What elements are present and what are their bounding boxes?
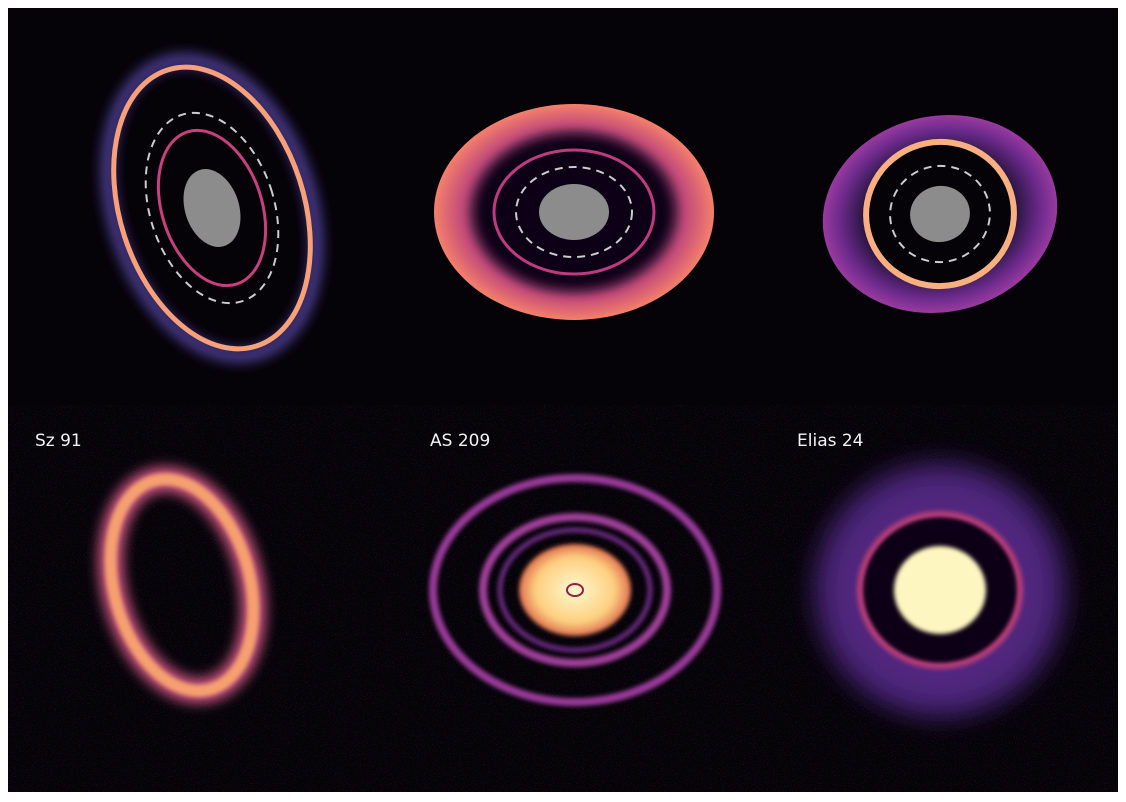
obs-elias24: [802, 450, 1078, 730]
page: Sz 91 AS 209 Elias 24 (() => { const dat…: [0, 0, 1126, 802]
figure: Sz 91 AS 209 Elias 24: [0, 0, 1126, 802]
panel-label: Sz 91: [35, 431, 82, 451]
model-as209: [434, 104, 714, 320]
panel-label: AS 209: [430, 431, 490, 451]
panel-label: Elias 24: [797, 431, 864, 451]
